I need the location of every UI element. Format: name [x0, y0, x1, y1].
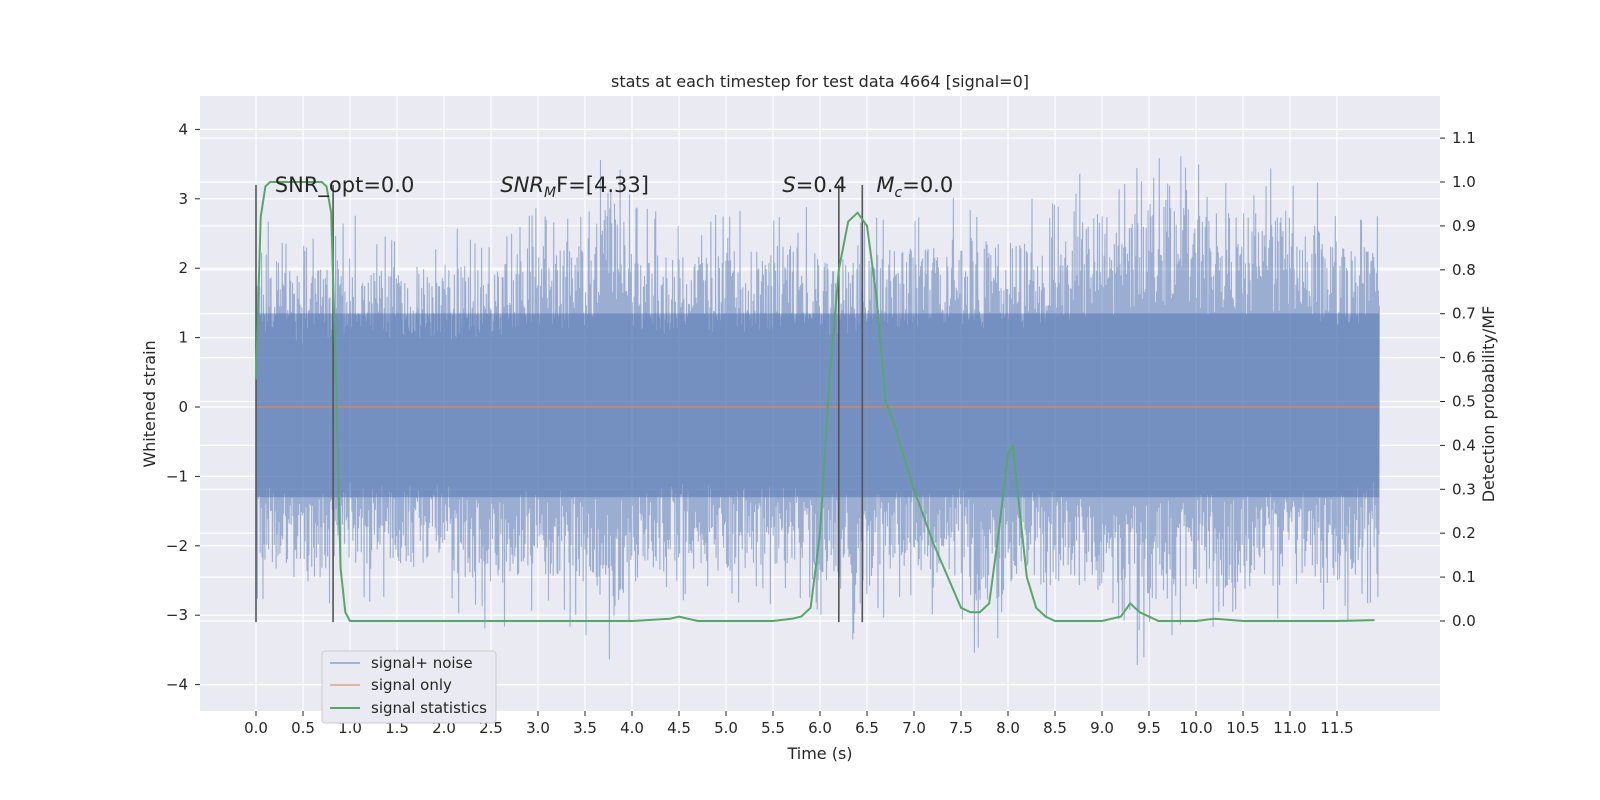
x-tick-label: 6.0 — [808, 719, 832, 737]
y-tick-label: 3 — [178, 190, 188, 208]
annotation-2: S=0.4 — [782, 173, 846, 197]
x-tick-label: 5.0 — [714, 719, 738, 737]
x-tick-label: 3.5 — [573, 719, 597, 737]
x-tick-label: 7.5 — [949, 719, 973, 737]
legend-box — [321, 650, 497, 724]
x-axis-label: Time (s) — [786, 744, 852, 763]
x-tick-label: 3.0 — [526, 719, 550, 737]
noise-line — [255, 156, 1380, 666]
y2-tick-label: 0.9 — [1452, 217, 1476, 235]
noise-series — [255, 156, 1380, 666]
statistics-series — [255, 181, 1375, 622]
legend-label-noise: signal+ noise — [371, 654, 473, 672]
y2-tick-label: 0.0 — [1452, 612, 1476, 630]
x-tick-label: 5.5 — [761, 719, 785, 737]
legend: signal+ noise signal only signal statist… — [321, 650, 497, 724]
x-tick-label: 9.5 — [1137, 719, 1161, 737]
annotation-0: SNR_opt=0.0 — [275, 173, 415, 198]
x-tick-label: 10.0 — [1179, 719, 1212, 737]
x-tick-label: 4.0 — [620, 719, 644, 737]
y2-tick-label: 0.5 — [1452, 393, 1476, 411]
chart-title: stats at each timestep for test data 466… — [611, 72, 1029, 91]
y-tick-label: 1 — [178, 329, 188, 347]
y-tick-label: 4 — [178, 120, 188, 138]
x-tick-label: 10.5 — [1226, 719, 1259, 737]
y2-tick-label: 0.4 — [1452, 436, 1476, 454]
y2-axis-label: Detection probability/MF — [1479, 306, 1498, 503]
x-tick-label: 8.0 — [996, 719, 1020, 737]
legend-label-signal: signal only — [371, 676, 452, 694]
y-axis-label: Whitened strain — [140, 340, 159, 467]
y-tick-label: −1 — [166, 467, 188, 485]
x-tick-label: 9.0 — [1090, 719, 1114, 737]
x-tick-label: 6.5 — [855, 719, 879, 737]
y-tick-label: −4 — [166, 676, 188, 694]
y2-tick-label: 0.6 — [1452, 349, 1476, 367]
annotation-3: Mc=0.0 — [876, 173, 953, 201]
y2-tick-label: 1.0 — [1452, 173, 1476, 191]
x-tick-label: 0.5 — [291, 719, 315, 737]
y-tick-label: 0 — [178, 398, 188, 416]
x-tick-label: 11.0 — [1273, 719, 1306, 737]
x-tick-label: 0.0 — [244, 719, 268, 737]
annotation-1: SNRMF=[4.33] — [500, 173, 649, 201]
y2-tick-label: 0.2 — [1452, 524, 1476, 542]
y-axis-ticks: 4 3 2 1 0 −1 −2 −3 −4 — [166, 120, 200, 694]
y-tick-label: −3 — [166, 606, 188, 624]
annotations: SNR_opt=0.0 SNRMF=[4.33] S=0.4 Mc=0.0 — [275, 173, 953, 201]
y2-tick-label: 0.7 — [1452, 305, 1476, 323]
statistics-line — [255, 181, 1375, 622]
x-tick-label: 11.5 — [1320, 719, 1353, 737]
y2-tick-label: 1.1 — [1452, 129, 1476, 147]
x-tick-label: 4.5 — [667, 719, 691, 737]
y-tick-label: 2 — [178, 259, 188, 277]
x-tick-label: 7.0 — [902, 719, 926, 737]
y2-tick-label: 0.3 — [1452, 480, 1476, 498]
x-axis-ticks: 0.0 0.5 1.0 1.5 2.0 2.5 3.0 3.5 4.0 4.5 5.0 5.5 6.0 6… — [244, 711, 1354, 737]
legend-label-stats: signal statistics — [371, 699, 487, 717]
y2-tick-label: 0.1 — [1452, 568, 1476, 586]
y2-tick-label: 0.8 — [1452, 261, 1476, 279]
y-tick-label: −2 — [166, 537, 188, 555]
x-tick-label: 8.5 — [1043, 719, 1067, 737]
y2-axis-ticks: 1.1 1.0 0.9 0.8 0.7 0.6 0.5 0.4 0.3 0.2 0.1 0.0 — [1440, 129, 1476, 630]
